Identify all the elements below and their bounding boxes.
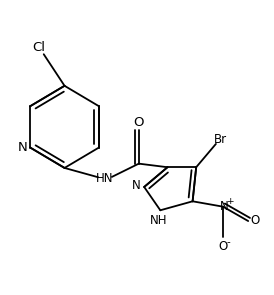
Text: O: O [218, 240, 228, 253]
Text: Br: Br [214, 133, 227, 146]
Text: Cl: Cl [32, 41, 45, 54]
Text: +: + [227, 197, 234, 206]
Text: O: O [133, 116, 144, 129]
Text: -: - [227, 237, 230, 247]
Text: HN: HN [96, 172, 113, 185]
Text: NH: NH [150, 214, 167, 227]
Text: N: N [132, 179, 141, 192]
Text: N: N [17, 141, 27, 154]
Text: O: O [250, 214, 259, 227]
Text: N: N [220, 200, 229, 213]
